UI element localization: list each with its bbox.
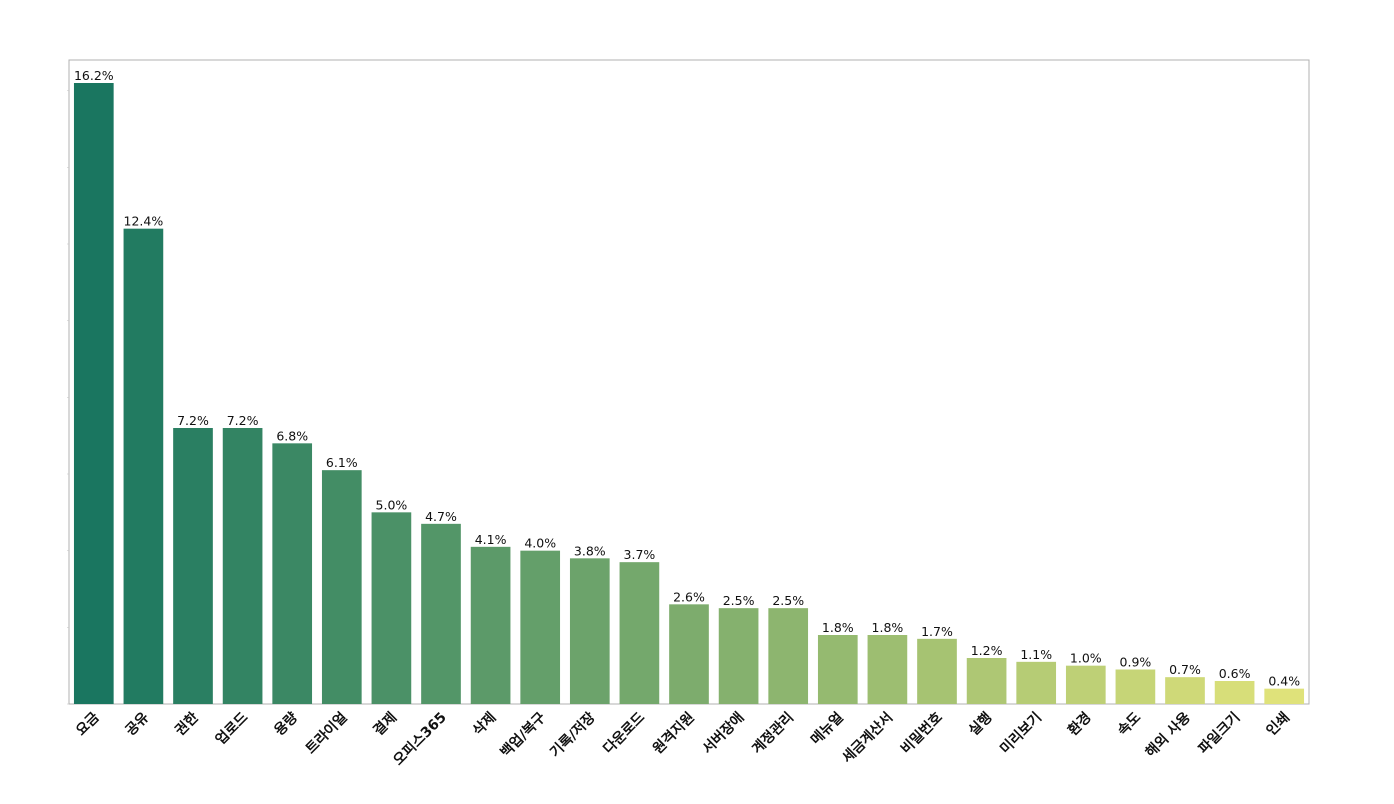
x-tick-label: 해외 사용 [1142, 709, 1194, 761]
bar [321, 470, 362, 704]
x-tick-label: 비밀번호 [898, 709, 946, 757]
data-label: 0.6% [1219, 666, 1251, 681]
data-label: 2.5% [772, 593, 804, 608]
data-label: 4.7% [425, 509, 457, 524]
bar [1264, 688, 1305, 704]
x-tick-label: 환경 [1064, 709, 1094, 739]
x-tick-label: 파일크기 [1196, 710, 1244, 758]
x-tick-label: 원격지원 [649, 709, 697, 757]
data-label: 0.4% [1268, 674, 1300, 689]
bar [768, 608, 809, 704]
data-label: 12.4% [124, 214, 164, 229]
data-label: 16.2% [74, 68, 114, 83]
data-label: 1.7% [921, 624, 953, 639]
data-label: 1.0% [1070, 651, 1102, 666]
data-label: 7.2% [227, 413, 259, 428]
data-label: 2.5% [723, 593, 755, 608]
data-label: 7.2% [177, 413, 209, 428]
data-label: 4.1% [475, 532, 507, 547]
x-tick-label: 서버장애 [699, 709, 747, 757]
bar [470, 546, 511, 704]
data-label: 2.6% [673, 589, 705, 604]
bar [966, 658, 1007, 704]
data-label: 6.8% [276, 428, 308, 443]
data-label: 3.8% [574, 543, 606, 558]
value-labels: 16.2% 12.4% 7.2% 7.2% 6.8% 6.1% 5.0% 4.7% 4.1% 4.… [74, 68, 1300, 689]
bar [1115, 669, 1156, 704]
bar [867, 635, 908, 704]
data-label: 6.1% [326, 455, 358, 470]
data-label: 4.0% [524, 536, 556, 551]
data-label: 0.7% [1169, 662, 1201, 677]
x-tick-label: 트라이얼 [302, 709, 350, 757]
bar [817, 635, 858, 704]
x-tick-label: 결제 [370, 709, 400, 739]
bar [1065, 665, 1106, 704]
data-label: 1.1% [1020, 647, 1052, 662]
x-tick-label: 메뉴얼 [808, 710, 847, 749]
data-label: 5.0% [376, 497, 408, 512]
bar [421, 523, 461, 704]
bar [1016, 661, 1057, 704]
bar [371, 512, 412, 704]
x-tick-label: 요금 [73, 709, 103, 739]
bar [272, 443, 313, 704]
x-tick-label: 공유 [123, 709, 153, 739]
data-label: 0.9% [1120, 655, 1152, 670]
x-tick-label: 삭제 [470, 710, 500, 740]
x-tick-label: 기록/저장 [547, 709, 599, 761]
x-tick-label: 오피스365 [391, 710, 450, 769]
bar [1165, 677, 1205, 704]
x-tick-label: 계정관리 [749, 709, 797, 757]
bar [1214, 681, 1255, 704]
bar [123, 228, 164, 704]
x-tick-label: 미리보기 [997, 710, 1045, 758]
x-tick-label: 업로드 [213, 709, 252, 748]
data-label: 1.8% [822, 620, 854, 635]
bars-group [73, 83, 1305, 704]
data-label: 3.7% [624, 547, 656, 562]
x-tick-label: 속도 [1115, 709, 1145, 739]
data-label: 1.8% [872, 620, 904, 635]
y-axis [67, 90, 69, 705]
bar [718, 608, 759, 704]
data-label: 1.2% [971, 643, 1003, 658]
bar [569, 558, 610, 704]
x-tick-label: 백업/복구 [498, 709, 549, 760]
bar [669, 604, 709, 704]
bar [520, 550, 561, 704]
bar [173, 428, 213, 704]
bar [619, 562, 660, 704]
x-tick-label: 세금계산서 [839, 709, 897, 767]
bar [222, 428, 263, 704]
x-tick-label: 다운로드 [600, 709, 648, 757]
bar [917, 638, 957, 704]
x-tick-label: 용량 [271, 709, 301, 739]
bar [73, 83, 114, 704]
x-tick-label: 권한 [172, 709, 202, 739]
x-tick-label: 실행 [966, 710, 996, 740]
x-tick-label: 인쇄 [1263, 709, 1293, 739]
